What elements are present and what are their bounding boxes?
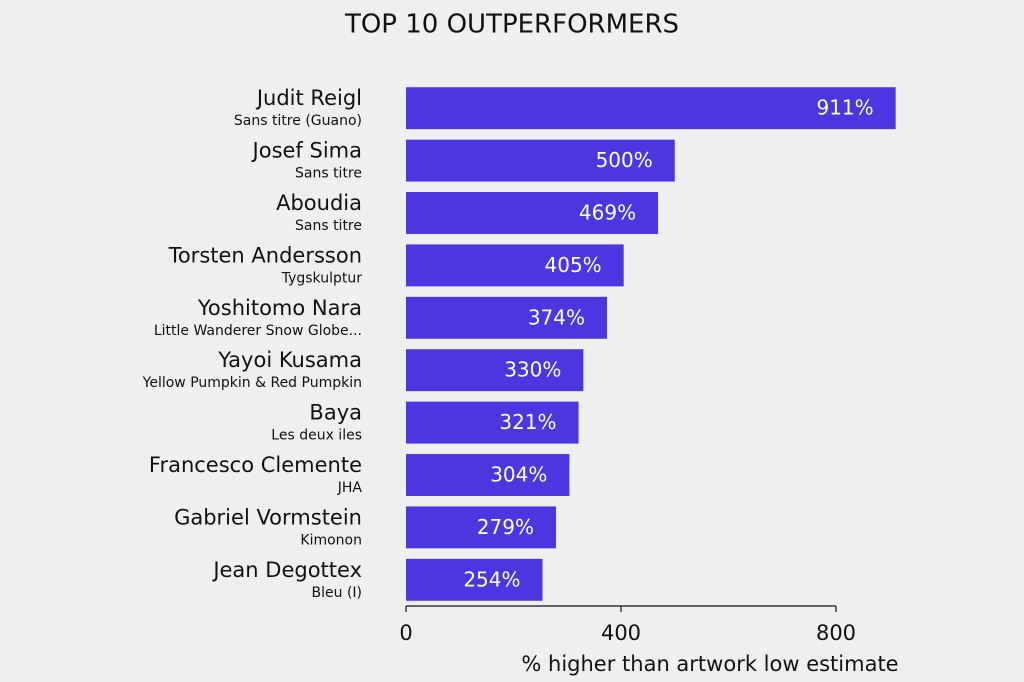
- category-label: Josef Sima: [251, 139, 362, 163]
- x-tick-label: 800: [816, 621, 856, 645]
- category-subtitle: Sans titre: [295, 218, 362, 234]
- value-label: 279%: [477, 515, 534, 539]
- category-subtitle: Sans titre (Guano): [234, 113, 362, 129]
- category-label: Baya: [309, 401, 362, 425]
- bar: [406, 454, 570, 496]
- category-subtitle: Sans titre: [295, 166, 362, 182]
- x-tick-label: 0: [399, 621, 412, 645]
- bar: [406, 506, 556, 549]
- x-axis-label: % higher than artwork low estimate: [521, 652, 898, 676]
- bar: [406, 401, 579, 444]
- category-label: Judit Reigl: [255, 86, 362, 110]
- category-label: Jean Degottex: [211, 558, 362, 582]
- value-label: 469%: [579, 201, 636, 225]
- value-label: 374%: [528, 305, 585, 329]
- value-label: 330%: [504, 358, 561, 382]
- category-subtitle: Little Wanderer Snow Globe...: [154, 323, 362, 339]
- bar: [406, 87, 896, 130]
- bar: [406, 192, 659, 234]
- category-subtitle: Tygskulptur: [281, 270, 363, 286]
- value-label: 254%: [463, 567, 520, 591]
- category-label: Yoshitomo Nara: [197, 296, 362, 320]
- value-label: 321%: [499, 410, 556, 434]
- category-label: Gabriel Vormstein: [174, 505, 362, 529]
- category-label: Aboudia: [276, 191, 362, 215]
- value-label: 500%: [596, 148, 653, 172]
- bar: [406, 296, 608, 339]
- bar: [406, 139, 675, 182]
- category-label: Torsten Andersson: [168, 243, 362, 267]
- value-label: 405%: [545, 253, 602, 277]
- category-label: Francesco Clemente: [149, 453, 362, 477]
- bar: [406, 349, 584, 392]
- category-subtitle: Kimonon: [300, 532, 362, 548]
- bar: [406, 244, 624, 287]
- category-subtitle: Yellow Pumpkin & Red Pumpkin: [142, 375, 362, 391]
- category-subtitle: JHA: [337, 480, 363, 496]
- bar: [406, 558, 543, 601]
- value-label: 911%: [816, 96, 873, 120]
- value-label: 304%: [490, 463, 547, 487]
- chart-title: TOP 10 OUTPERFORMERS: [344, 10, 679, 40]
- category-label: Yayoi Kusama: [217, 348, 362, 372]
- category-subtitle: Les deux iles: [271, 428, 362, 444]
- category-subtitle: Bleu (I): [312, 585, 362, 601]
- x-tick-label: 400: [601, 621, 641, 645]
